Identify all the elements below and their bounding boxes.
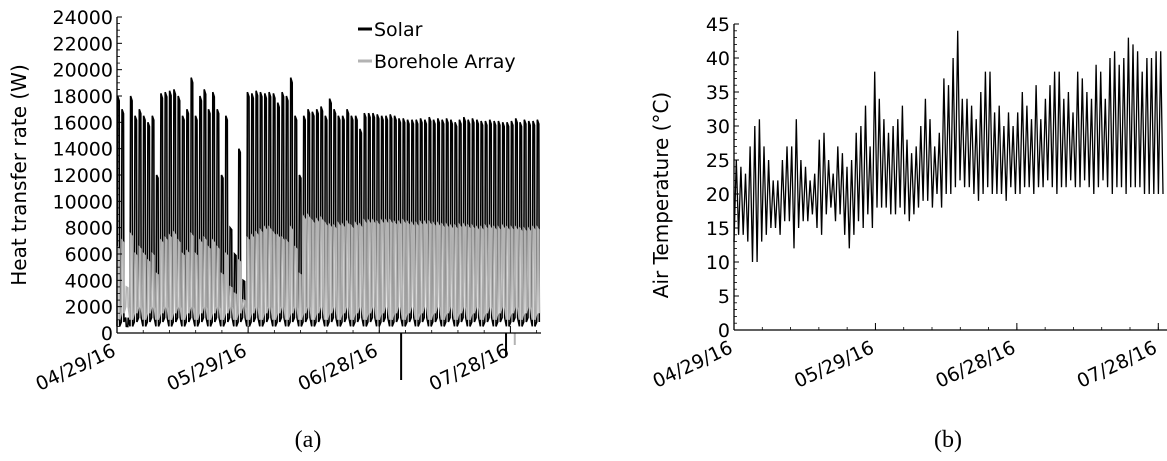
y-tick-label: 0 bbox=[101, 323, 113, 345]
y-tick-label: 10 bbox=[706, 252, 730, 274]
y-tick-label: 12000 bbox=[53, 165, 113, 187]
y-ticks-a: 0 2000 4000 6000 8000 10000 12000 14000 16000 180… bbox=[53, 7, 122, 345]
y-tick-label: 2000 bbox=[65, 297, 113, 319]
x-tick-label: 04/29/16 bbox=[649, 337, 736, 393]
x-tick-label: 05/29/16 bbox=[164, 340, 251, 396]
series-line-borehole-array bbox=[116, 213, 541, 321]
legend-a: Solar Borehole Array bbox=[353, 17, 539, 73]
series-line-solar bbox=[116, 77, 541, 328]
y-tick-label: 0 bbox=[718, 320, 730, 342]
legend-label-solar: Solar bbox=[374, 19, 423, 41]
legend-background bbox=[353, 17, 539, 69]
y-tick-label: 10000 bbox=[53, 191, 113, 213]
y-tick-label: 40 bbox=[706, 48, 730, 70]
y-tick-label: 24000 bbox=[53, 7, 113, 29]
y-tick-label: 15 bbox=[706, 218, 730, 240]
x-tick-label: 05/29/16 bbox=[791, 337, 878, 393]
y-tick-label: 4000 bbox=[65, 270, 113, 292]
y-tick-label: 25 bbox=[706, 150, 730, 172]
y-tick-label: 35 bbox=[706, 82, 730, 104]
y-tick-label: 5 bbox=[718, 286, 730, 308]
y-ticks-b: 0 5 10 15 20 25 30 35 40 45 bbox=[706, 14, 739, 342]
y-tick-label: 8000 bbox=[65, 218, 113, 240]
chart-b: 0 5 10 15 20 25 30 35 40 45 04/29/16 05/29/16 06/28… bbox=[649, 14, 1167, 453]
caption-b: (b) bbox=[934, 427, 962, 453]
plot-area-b bbox=[733, 30, 1164, 263]
y-tick-label: 30 bbox=[706, 116, 730, 138]
x-tick-label: 07/28/16 bbox=[1074, 337, 1161, 393]
x-tick-label: 06/28/16 bbox=[932, 337, 1019, 393]
y-axis-label-b: Air Temperature (°C) bbox=[649, 92, 673, 298]
y-tick-label: 14000 bbox=[53, 139, 113, 161]
caption-a: (a) bbox=[295, 427, 322, 453]
y-axis-label-a: Heat transfer rate (W) bbox=[7, 64, 31, 286]
chart-a: 0 2000 4000 6000 8000 10000 12000 14000 16000 180… bbox=[7, 7, 541, 453]
y-tick-label: 22000 bbox=[53, 33, 113, 55]
series-line-air-temperature bbox=[733, 30, 1164, 263]
y-tick-label: 16000 bbox=[53, 112, 113, 134]
y-tick-label: 45 bbox=[706, 14, 730, 36]
legend-label-borehole: Borehole Array bbox=[374, 51, 516, 73]
y-tick-label: 20 bbox=[706, 184, 730, 206]
x-tick-label: 07/28/16 bbox=[426, 340, 513, 396]
y-tick-label: 6000 bbox=[65, 244, 113, 266]
y-tick-label: 18000 bbox=[53, 86, 113, 108]
plot-area-a bbox=[116, 77, 541, 380]
x-tick-label: 06/28/16 bbox=[295, 340, 382, 396]
y-tick-label: 20000 bbox=[53, 60, 113, 82]
x-tick-label: 04/29/16 bbox=[32, 340, 119, 396]
